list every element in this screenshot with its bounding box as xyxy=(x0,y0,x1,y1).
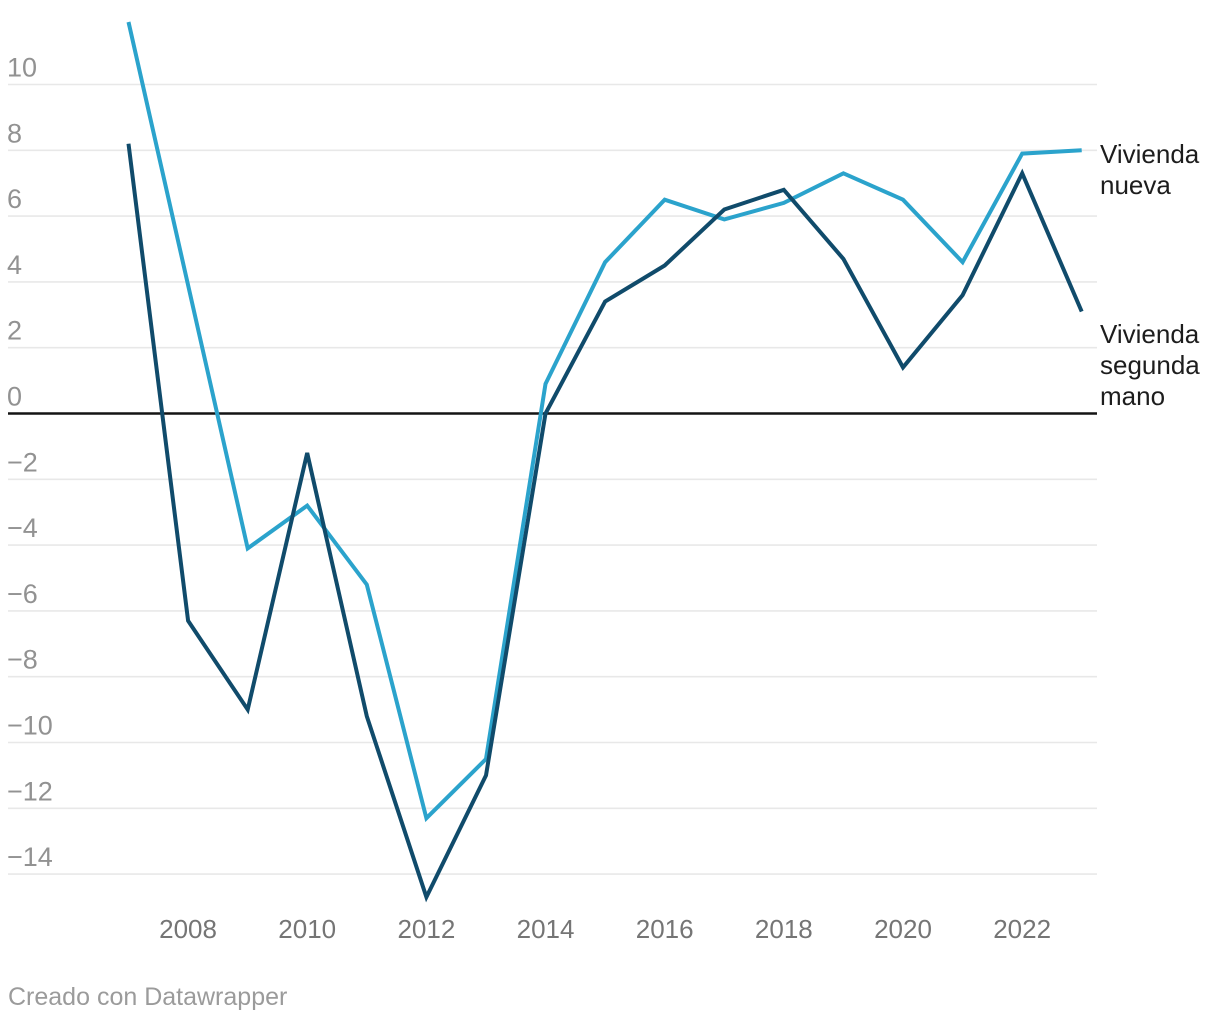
series-label-vivienda-nueva: Vivienda nueva xyxy=(1100,139,1200,200)
y-axis-tick-label: 4 xyxy=(7,250,22,280)
y-axis-tick-label: −14 xyxy=(7,842,53,872)
x-axis-tick-label: 2016 xyxy=(636,914,694,944)
y-axis-tick-label: −2 xyxy=(7,447,38,477)
series-line-vivienda-nueva xyxy=(126,21,1082,823)
attribution-text: Creado con Datawrapper xyxy=(8,983,288,1011)
x-axis-tick-label: 2018 xyxy=(755,914,813,944)
y-axis-tick-label: 10 xyxy=(7,53,37,83)
y-axis-tick-label: 2 xyxy=(7,316,22,346)
x-axis-tick-label: 2008 xyxy=(159,914,217,944)
y-axis-tick-label: −8 xyxy=(7,645,38,675)
y-axis-tick-label: −12 xyxy=(7,776,53,806)
x-axis-tick-label: 2022 xyxy=(993,914,1051,944)
y-axis-tick-label: −10 xyxy=(7,711,53,741)
y-axis-tick-label: 8 xyxy=(7,118,22,148)
x-axis-tick-label: 2012 xyxy=(397,914,455,944)
y-axis-tick-label: −4 xyxy=(7,513,38,543)
line-chart-canvas: 10 8 6 4 2 0 −2 −4 −6 −8 −10 −12 −14 2008 2010 2012 2014… xyxy=(7,21,1097,944)
y-axis-tick-label: 6 xyxy=(7,184,22,214)
y-axis-tick-label: −6 xyxy=(7,579,38,609)
series-label-vivienda-segunda-mano: Vivienda segunda mano xyxy=(1100,319,1200,411)
x-axis-tick-label: 2010 xyxy=(278,914,336,944)
y-axis-tick-label: 0 xyxy=(7,382,22,412)
x-axis-tick-label: 2020 xyxy=(874,914,932,944)
x-axis-tick-label: 2014 xyxy=(517,914,575,944)
series-line-vivienda-segunda-mano xyxy=(126,143,1084,903)
